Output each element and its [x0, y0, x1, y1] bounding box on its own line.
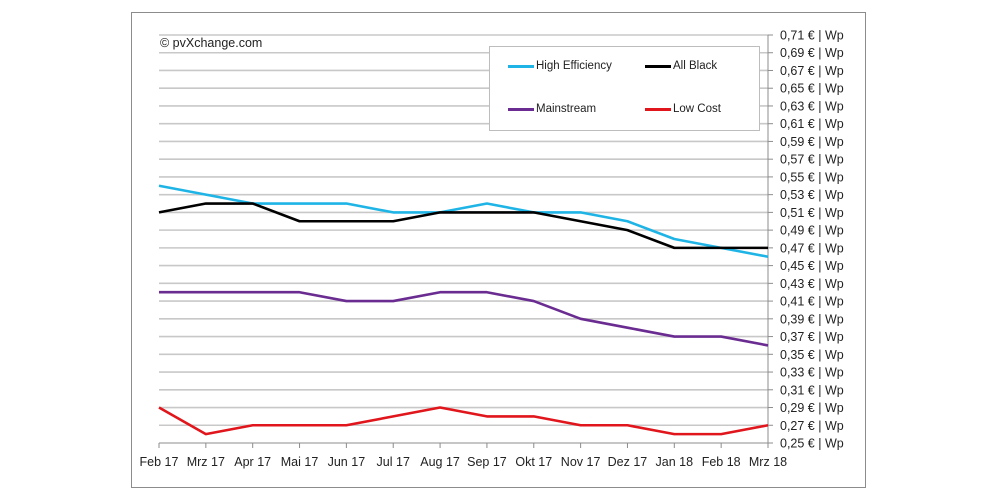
y-tick-label: 0,55 € | Wp — [780, 170, 844, 184]
y-tick-label: 0,27 € | Wp — [780, 419, 844, 433]
legend-label: Low Cost — [673, 103, 721, 115]
x-tick-label: Aug 17 — [420, 455, 460, 469]
y-tick-label: 0,39 € | Wp — [780, 312, 844, 326]
y-tick-label: 0,51 € | Wp — [780, 206, 844, 220]
series-line-low-cost — [158, 406, 769, 436]
y-tick-label: 0,71 € | Wp — [780, 29, 844, 43]
series-line-all-black — [158, 202, 768, 250]
legend: High Efficiency All Black Mainstream Low… — [489, 46, 760, 131]
x-tick-label: Jun 17 — [328, 455, 366, 469]
legend-swatch — [508, 107, 534, 111]
x-tick-label: Jul 17 — [377, 455, 410, 469]
x-tick-label: Nov 17 — [561, 455, 601, 469]
legend-item-low-cost: Low Cost — [645, 103, 721, 115]
y-tick-label: 0,63 € | Wp — [780, 99, 844, 113]
chart-frame — [131, 12, 866, 488]
y-tick-label: 0,31 € | Wp — [780, 383, 844, 397]
y-tick-label: 0,69 € | Wp — [780, 46, 844, 60]
x-tick-label: Sep 17 — [467, 455, 507, 469]
x-tick-label: Feb 18 — [702, 455, 741, 469]
legend-label: All Black — [673, 60, 718, 72]
y-tick-label: 0,43 € | Wp — [780, 277, 844, 291]
legend-item-high-efficiency: High Efficiency — [508, 60, 612, 72]
x-tick-label: Feb 17 — [140, 455, 179, 469]
series-line-high-efficiency — [158, 184, 769, 259]
y-tick-label: 0,29 € | Wp — [780, 401, 844, 415]
y-tick-label: 0,57 € | Wp — [780, 153, 844, 167]
legend-item-mainstream: Mainstream — [508, 103, 596, 115]
legend-label: High Efficiency — [536, 60, 612, 72]
legend-item-all-black: All Black — [645, 60, 717, 72]
legend-swatch — [645, 64, 671, 68]
x-tick-label: Jan 18 — [656, 455, 694, 469]
y-tick-label: 0,33 € | Wp — [780, 366, 844, 380]
series-line-mainstream — [159, 290, 769, 347]
y-tick-label: 0,67 € | Wp — [780, 64, 844, 78]
y-tick-label: 0,37 € | Wp — [780, 330, 844, 344]
y-tick-label: 0,45 € | Wp — [780, 259, 844, 273]
legend-swatch — [645, 107, 671, 111]
x-tick-label: Mai 17 — [281, 455, 319, 469]
x-tick-label: Mrz 18 — [749, 455, 787, 469]
legend-swatch — [508, 64, 534, 68]
y-tick-label: 0,49 € | Wp — [780, 224, 844, 238]
y-tick-label: 0,59 € | Wp — [780, 135, 844, 149]
y-tick-label: 0,47 € | Wp — [780, 241, 844, 255]
legend-label: Mainstream — [536, 103, 597, 115]
copyright-text: © pvXchange.com — [160, 36, 263, 50]
y-tick-label: 0,65 € | Wp — [780, 82, 844, 96]
x-tick-label: Mrz 17 — [187, 455, 225, 469]
y-tick-label: 0,41 € | Wp — [780, 295, 844, 309]
x-tick-label: Okt 17 — [515, 455, 552, 469]
y-tick-label: 0,53 € | Wp — [780, 188, 844, 202]
y-tick-label: 0,25 € | Wp — [780, 437, 844, 451]
x-tick-label: Apr 17 — [234, 455, 271, 469]
y-tick-label: 0,61 € | Wp — [780, 117, 844, 131]
y-tick-label: 0,35 € | Wp — [780, 348, 844, 362]
x-tick-label: Dez 17 — [608, 455, 648, 469]
